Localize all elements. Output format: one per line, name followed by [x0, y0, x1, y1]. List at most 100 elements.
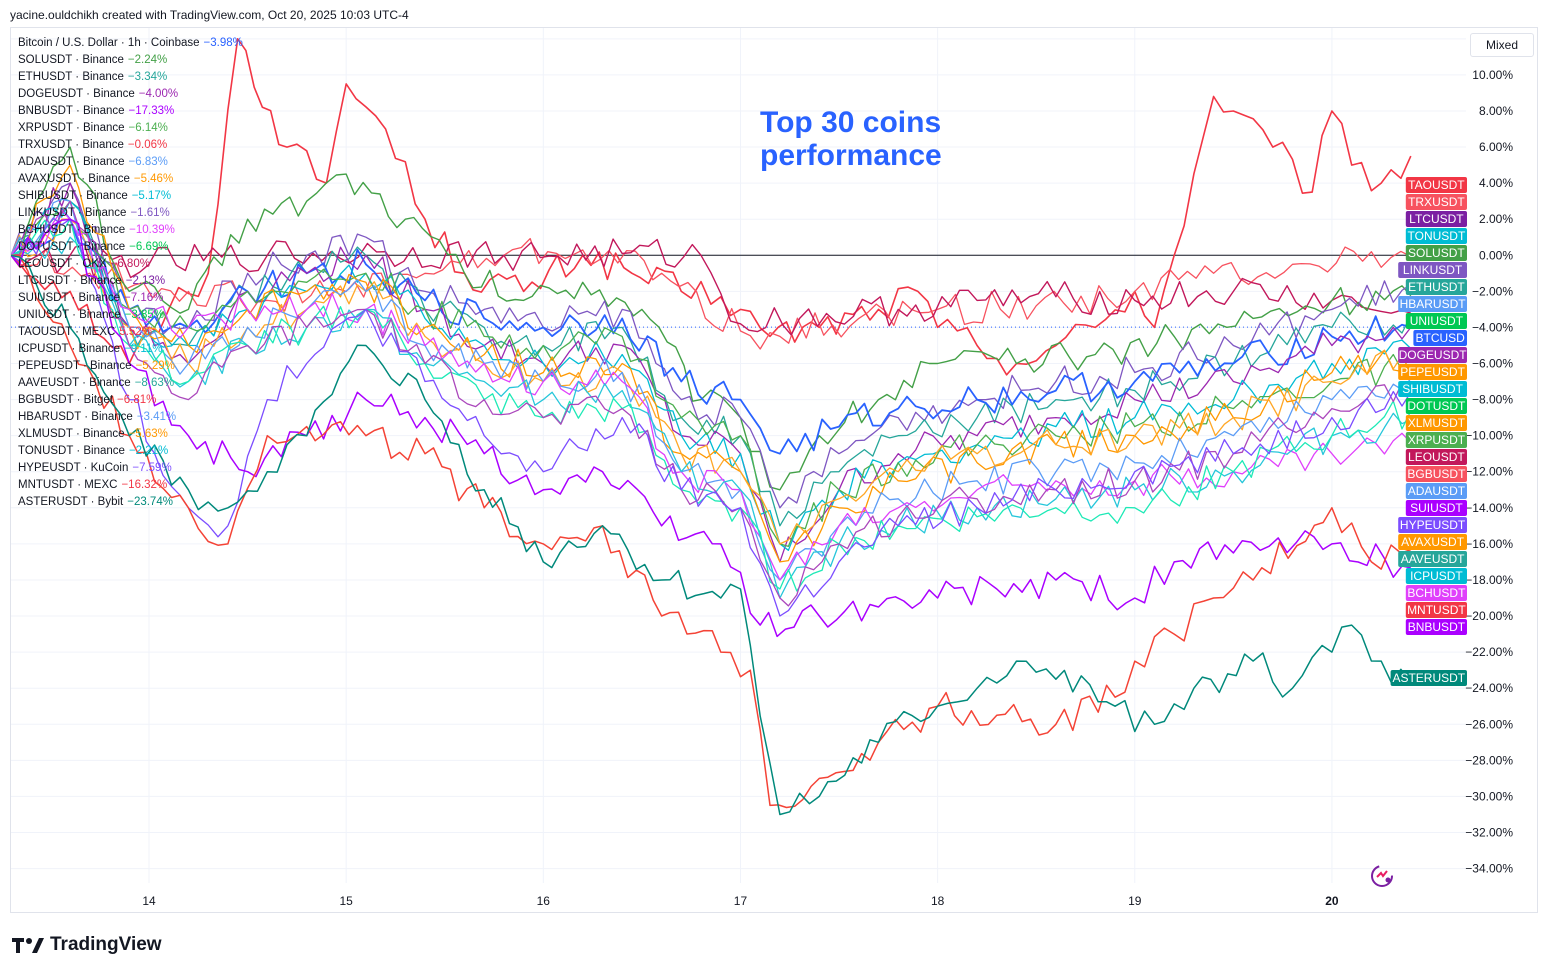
legend-item[interactable]: HBARUSDT · Binance −3.41%: [18, 409, 243, 426]
y-tick-label: 4.00%: [1479, 176, 1513, 190]
price-label-text: SHIBUSDT: [1402, 382, 1463, 396]
price-label-solusdt: SOLUSDT: [1405, 245, 1467, 261]
legend-value: −16.32%: [121, 479, 168, 491]
legend-item[interactable]: ICPUSDT · Binance −9.11%: [18, 341, 243, 358]
price-label-text: MNTUSDT: [1407, 603, 1466, 617]
legend-item[interactable]: SHIBUSDT · Binance −5.17%: [18, 188, 243, 205]
legend-label: SOLUSDT · Binance: [18, 54, 124, 66]
legend-item[interactable]: DOTUSDT · Binance −6.69%: [18, 239, 243, 256]
price-label-pepeusdt: PEPEUSDT: [1398, 364, 1467, 380]
legend-item[interactable]: BGBUSDT · Bitget −6.81%: [18, 392, 243, 409]
price-label-bg: [1405, 585, 1467, 601]
price-label-bg: [1405, 228, 1467, 244]
legend-item[interactable]: ETHUSDT · Binance −3.34%: [18, 69, 243, 86]
series-legend: Bitcoin / U.S. Dollar · 1h · Coinbase −3.…: [18, 35, 243, 511]
price-label-bg: [1405, 466, 1467, 482]
legend-item[interactable]: DOGEUSDT · Binance −4.00%: [18, 86, 243, 103]
price-label-text: TRXUSDT: [1408, 195, 1465, 209]
scale-mode-button[interactable]: Mixed: [1470, 33, 1534, 57]
y-tick-label: 6.00%: [1479, 140, 1513, 154]
y-tick-label: −16.00%: [1465, 537, 1513, 551]
legend-item[interactable]: UNIUSDT · Binance −3.85%: [18, 307, 243, 324]
x-tick-label: 14: [142, 894, 156, 908]
legend-value: −7.16%: [124, 292, 164, 304]
legend-item[interactable]: MNTUSDT · MEXC −16.32%: [18, 477, 243, 494]
legend-label: LTCUSDT · Binance: [18, 275, 122, 287]
y-tick-label: −18.00%: [1465, 573, 1513, 587]
price-label-text: XRPUSDT: [1408, 433, 1466, 447]
series-line-shibusdt: [11, 200, 1412, 551]
chart-title: performance: [760, 139, 942, 172]
legend-item[interactable]: XLMUSDT · Binance −5.63%: [18, 426, 243, 443]
series-line-taousdt: [11, 38, 1412, 376]
series-line-leousdt: [11, 238, 1411, 336]
price-label-trxusdt: TRXUSDT: [1405, 194, 1467, 210]
price-label-bg: [1398, 381, 1467, 397]
legend-value: −8.63%: [134, 377, 175, 389]
legend-item[interactable]: AVAXUSDT · Binance −5.46%: [18, 171, 243, 188]
legend-item[interactable]: LINKUSDT · Binance −1.61%: [18, 205, 243, 222]
line-chart[interactable]: 12.00%10.00%8.00%6.00%4.00%2.00%0.00%−2.…: [11, 28, 1537, 912]
legend-item[interactable]: ASTERUSDT · Bybit −23.74%: [18, 494, 243, 511]
legend-item[interactable]: AAVEUSDT · Binance −8.63%: [18, 375, 243, 392]
legend-value: −5.17%: [131, 190, 172, 202]
y-tick-label: −30.00%: [1465, 789, 1513, 803]
chart-credit: yacine.ouldchikh created with TradingVie…: [10, 8, 409, 22]
legend-item[interactable]: Bitcoin / U.S. Dollar · 1h · Coinbase −3.…: [18, 35, 243, 52]
legend-item[interactable]: ADAUSDT · Binance −6.83%: [18, 154, 243, 171]
legend-value: −3.34%: [127, 71, 168, 83]
series-line-btcusd: [11, 208, 1412, 455]
legend-item[interactable]: SOLUSDT · Binance −2.24%: [18, 52, 243, 69]
legend-value: −0.06%: [127, 139, 168, 151]
legend-item[interactable]: LTCUSDT · Binance −2.13%: [18, 273, 243, 290]
brand-name: TradingView: [50, 934, 162, 955]
price-label-text: ADAUSDT: [1408, 484, 1466, 498]
price-label-bg: [1413, 330, 1467, 346]
legend-item[interactable]: TAOUSDT · MEXC 5.52%: [18, 324, 243, 341]
y-tick-label: −28.00%: [1465, 753, 1513, 767]
y-tick-label: −4.00%: [1472, 320, 1513, 334]
x-tick-label: 15: [339, 894, 353, 908]
legend-item[interactable]: LEOUSDT · OKX −6.80%: [18, 256, 243, 273]
legend-item[interactable]: TONUSDT · Binance −2.21%: [18, 443, 243, 460]
price-label-taousdt: TAOUSDT: [1405, 177, 1467, 193]
series-line-xlmusdt: [11, 218, 1411, 545]
price-label-bg: [1405, 279, 1467, 295]
legend-value: −7.59%: [132, 462, 172, 474]
legend-label: AAVEUSDT · Binance: [18, 377, 131, 389]
price-label-bg: [1405, 449, 1467, 465]
legend-value: −10.39%: [129, 224, 175, 236]
y-tick-label: 10.00%: [1472, 68, 1513, 82]
x-tick-label: 16: [537, 894, 551, 908]
price-label-bg: [1405, 177, 1467, 193]
price-label-bg: [1405, 483, 1467, 499]
y-tick-label: 8.00%: [1479, 104, 1513, 118]
legend-item[interactable]: BCHUSDT · Binance −10.39%: [18, 222, 243, 239]
price-label-bg: [1405, 194, 1467, 210]
legend-label: LINKUSDT · Binance: [18, 207, 127, 219]
y-tick-label: −10.00%: [1465, 429, 1513, 443]
price-label-bg: [1398, 534, 1467, 550]
legend-value: −2.21%: [128, 445, 169, 457]
legend-value: −3.98%: [203, 37, 243, 49]
snowflake-replay-icon[interactable]: [1368, 862, 1396, 890]
series-line-asterusdt: [11, 254, 1412, 816]
legend-label: ASTERUSDT · Bybit: [18, 496, 124, 508]
tradingview-logo-icon: [12, 938, 44, 953]
legend-item[interactable]: HYPEUSDT · KuCoin −7.59%: [18, 460, 243, 477]
price-label-text: ASTERUSDT: [1392, 671, 1465, 685]
legend-item[interactable]: BNBUSDT · Binance −17.33%: [18, 103, 243, 120]
legend-value: −9.11%: [124, 343, 163, 355]
legend-label: HYPEUSDT · KuCoin: [18, 462, 129, 474]
price-label-dotusdt: DOTUSDT: [1405, 398, 1467, 414]
price-label-text: PEPEUSDT: [1400, 365, 1465, 379]
legend-value: −6.80%: [110, 258, 150, 270]
legend-item[interactable]: PEPEUSDT · Binance −5.29%: [18, 358, 243, 375]
legend-item[interactable]: XRPUSDT · Binance −6.14%: [18, 120, 243, 137]
price-label-text: BTCUSD: [1416, 331, 1466, 345]
series-line-icpusdt: [11, 236, 1412, 599]
legend-value: −1.61%: [130, 207, 170, 219]
tradingview-logo[interactable]: TradingView: [12, 934, 162, 956]
legend-item[interactable]: TRXUSDT · Binance −0.06%: [18, 137, 243, 154]
legend-item[interactable]: SUIUSDT · Binance −7.16%: [18, 290, 243, 307]
